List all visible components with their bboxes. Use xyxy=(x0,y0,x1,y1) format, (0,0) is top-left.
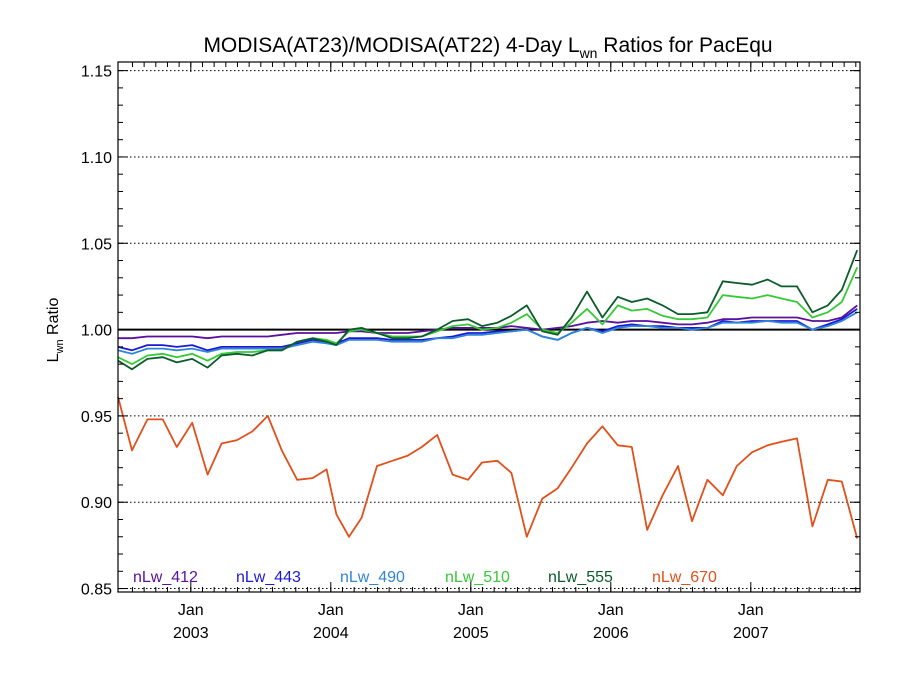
y-axis-label-group: Lwn Ratio xyxy=(45,298,66,363)
y-tick-label: 0.90 xyxy=(81,495,112,512)
y-tick-label: 1.10 xyxy=(81,150,112,167)
y-tick-label: 0.85 xyxy=(81,582,112,599)
x-tick-label-year: 2006 xyxy=(593,625,629,642)
series-line-nlw-510 xyxy=(117,267,859,366)
title-tail: Ratios for PacEqu xyxy=(597,34,772,57)
legend: nLw_412 nLw_443 nLw_490 nLw_510 nLw_555 nLw_6… xyxy=(133,569,717,586)
x-tick-label-month: Jan xyxy=(318,602,344,619)
x-tick-label-month: Jan xyxy=(738,602,764,619)
chart-title: MODISA(AT23)/MODISA(AT22) 4-Day Lwn Rati… xyxy=(203,34,772,61)
series-line-nlw-555 xyxy=(117,249,859,371)
title-subscript: wn xyxy=(579,45,598,61)
series-line-nlw-412 xyxy=(118,304,858,340)
y-tick-label: 1.00 xyxy=(81,323,112,340)
series-line-nlw-490 xyxy=(117,311,858,355)
x-tick-label-month: Jan xyxy=(178,602,204,619)
legend-entry-nlw-555: nLw_555 xyxy=(548,569,613,586)
x-tick-label-year: 2005 xyxy=(453,625,489,642)
x-tick-label-month: Jan xyxy=(458,602,484,619)
y-tick-label: 0.95 xyxy=(81,409,112,426)
x-tick-label-year: 2007 xyxy=(733,625,769,642)
axis-ticks xyxy=(118,62,860,592)
x-tick-label-month: Jan xyxy=(598,602,624,619)
ylabel-tail: Ratio xyxy=(45,298,62,340)
x-tick-label-year: 2004 xyxy=(313,625,349,642)
legend-entry-nlw-670: nLw_670 xyxy=(652,569,717,586)
ylabel-main: L xyxy=(45,353,62,362)
x-tick-labels: Jan 2003 Jan 2004 Jan 2005 Jan 2006 Jan 2007 xyxy=(173,602,769,642)
legend-entry-nlw-510: nLw_510 xyxy=(445,569,510,586)
y-axis-label: Lwn Ratio xyxy=(45,298,66,363)
plot-frame xyxy=(117,61,861,593)
series-line-nlw-670 xyxy=(117,396,859,539)
series-lines xyxy=(117,249,859,539)
y-tick-label: 1.05 xyxy=(81,236,112,253)
x-tick-label-year: 2003 xyxy=(173,625,209,642)
title-main: MODISA(AT23)/MODISA(AT22) 4-Day L xyxy=(203,34,579,57)
y-tick-labels: 0.85 0.90 0.95 1.00 1.05 1.10 1.15 xyxy=(81,64,112,599)
legend-entry-nlw-443: nLw_443 xyxy=(236,569,301,586)
legend-entry-nlw-412: nLw_412 xyxy=(133,569,198,586)
legend-entry-nlw-490: nLw_490 xyxy=(340,569,405,586)
ylabel-subscript: wn xyxy=(54,339,66,354)
y-tick-label: 1.15 xyxy=(81,64,112,81)
